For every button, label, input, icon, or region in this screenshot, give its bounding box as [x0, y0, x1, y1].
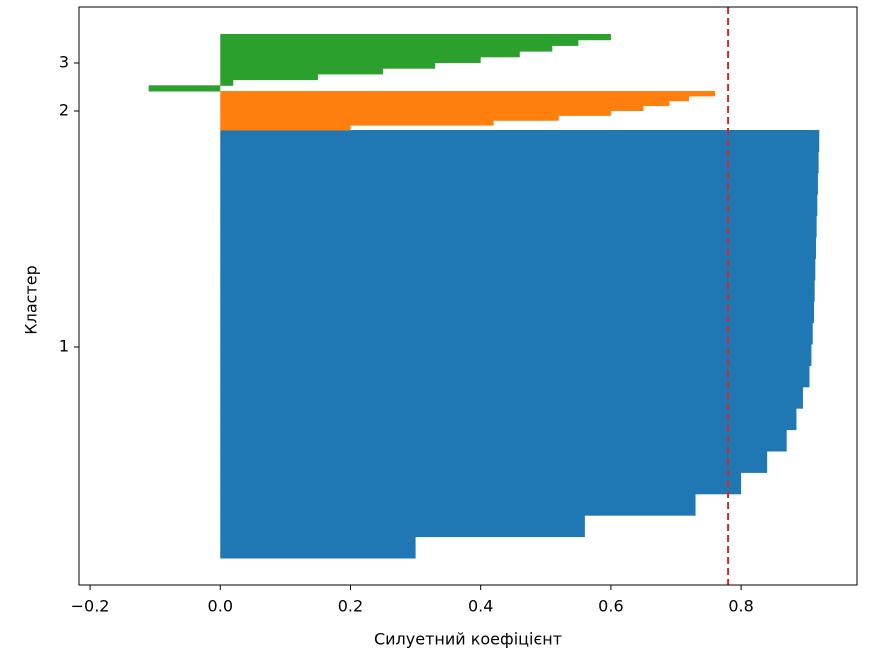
silhouette-bar	[220, 95, 690, 102]
silhouette-bar	[220, 115, 559, 121]
silhouette-bar	[220, 365, 810, 388]
silhouette-bar	[220, 73, 318, 81]
silhouette-bar	[220, 301, 815, 324]
silhouette-bar	[220, 429, 787, 452]
silhouette-bar	[220, 45, 553, 52]
silhouette-bar	[220, 151, 819, 174]
silhouette-bar	[220, 215, 817, 238]
x-tick-label: 0.8	[728, 597, 753, 616]
silhouette-bar	[220, 56, 481, 63]
silhouette-bar	[220, 79, 234, 86]
x-tick-label: 0.0	[208, 597, 233, 616]
y-tick-label: 3	[59, 53, 69, 72]
y-tick-label: 1	[59, 337, 69, 356]
silhouette-bar	[148, 85, 221, 92]
x-axis-label: Силуетний коефіцієнт	[374, 630, 562, 649]
silhouette-bar	[220, 68, 384, 75]
silhouette-bar	[220, 451, 768, 473]
silhouette-bar	[220, 386, 803, 409]
silhouette-bar	[220, 194, 818, 217]
silhouette-bar	[220, 110, 611, 116]
x-tick-label: −0.2	[71, 597, 110, 616]
x-tick-label: 0.2	[338, 597, 363, 616]
silhouette-bar	[220, 172, 818, 195]
silhouette-bar	[220, 34, 611, 41]
silhouette-bar	[220, 322, 813, 345]
y-tick-label: 2	[59, 101, 69, 120]
silhouette-bar	[220, 493, 696, 516]
silhouette-bar	[220, 100, 670, 107]
silhouette-bar	[220, 515, 585, 538]
silhouette-bar	[220, 91, 716, 97]
silhouette-bar	[220, 120, 494, 126]
silhouette-bar	[220, 472, 742, 495]
x-tick-label: 0.4	[468, 597, 493, 616]
silhouette-bar	[220, 344, 812, 366]
silhouette-bar	[220, 237, 816, 259]
silhouette-bar	[220, 62, 436, 69]
silhouette-bar	[220, 258, 816, 281]
silhouette-bar	[220, 125, 351, 131]
x-tick-label: 0.6	[598, 597, 623, 616]
silhouette-bar	[220, 279, 815, 302]
plot-frame	[78, 6, 858, 586]
silhouette-bar	[220, 51, 520, 58]
y-axis-label: Кластер	[22, 265, 41, 335]
silhouette-bar	[220, 408, 797, 431]
silhouette-bar	[220, 105, 644, 111]
silhouette-bar	[220, 39, 579, 46]
silhouette-bar	[220, 130, 820, 152]
silhouette-bar	[220, 536, 416, 559]
